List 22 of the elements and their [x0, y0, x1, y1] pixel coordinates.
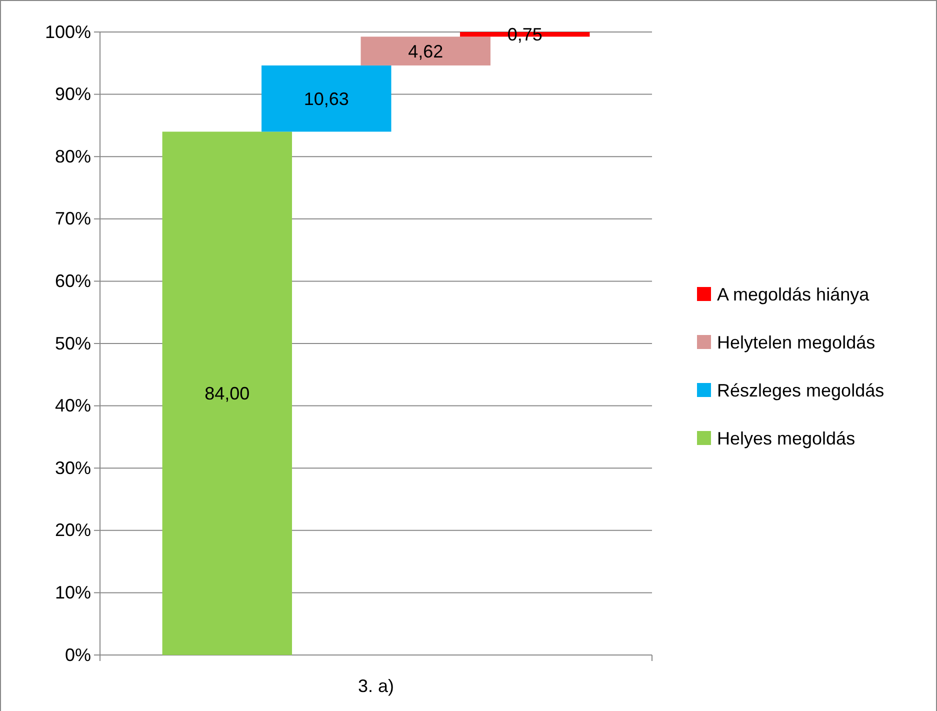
y-tick-label: 10% [54, 582, 91, 602]
data-label: 84,00 [204, 384, 250, 404]
legend-label: Helytelen megoldás [717, 332, 876, 352]
y-tick-label: 30% [54, 458, 91, 478]
y-tick-label: 80% [54, 146, 91, 166]
y-tick-label: 0% [64, 644, 91, 665]
y-tick-label: 60% [54, 270, 91, 291]
legend-label: A megoldás hiánya [717, 284, 870, 304]
x-tick-label: 3. a) [358, 676, 394, 696]
y-tick-label: 40% [54, 396, 91, 416]
y-tick-label: 100% [44, 22, 91, 42]
bar [360, 36, 490, 66]
bar [262, 65, 392, 132]
legend-label: Helyes megoldás [717, 428, 856, 448]
y-tick-label: 90% [54, 84, 91, 104]
y-tick-label: 20% [54, 520, 91, 540]
y-tick-label: 50% [54, 333, 91, 354]
data-label: 4,62 [408, 41, 444, 62]
bar [162, 132, 292, 655]
legend-label: Részleges megoldás [717, 380, 884, 400]
data-label: 10,63 [304, 88, 349, 109]
y-tick-label: 70% [54, 208, 91, 229]
